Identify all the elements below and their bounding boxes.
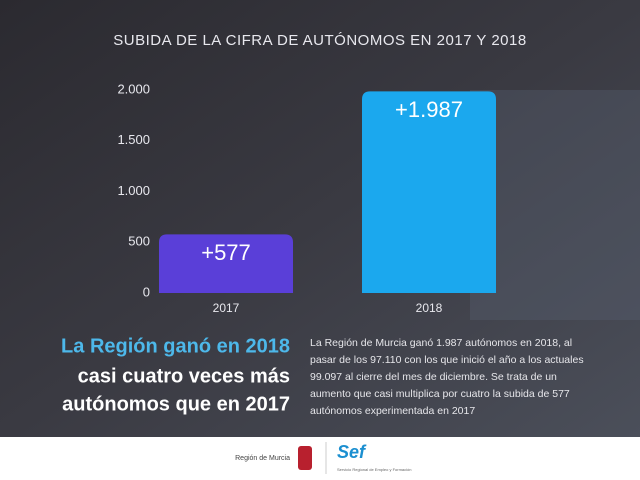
- headline: autónomos que en 2017: [62, 393, 290, 415]
- y-tick-label: 2.000: [117, 81, 150, 96]
- bar: [159, 234, 293, 293]
- y-tick-label: 1.000: [117, 183, 150, 198]
- headline: La Región ganó en 2018: [61, 335, 290, 357]
- y-tick-label: 0: [143, 284, 150, 299]
- bar: [362, 91, 496, 293]
- body-text: autónomos experimentada en 2017: [310, 405, 475, 417]
- body-text: pasar de los 97.110 con los que inició e…: [310, 354, 584, 366]
- sef-logo: Sef: [337, 442, 367, 462]
- x-tick-label: 2017: [213, 301, 240, 315]
- footer-band: [0, 437, 640, 480]
- region-logo-text: Región de Murcia: [235, 455, 290, 462]
- value-label: +577: [201, 240, 251, 265]
- chart-title: SUBIDA DE LA CIFRA DE AUTÓNOMOS EN 2017 …: [113, 32, 526, 49]
- y-tick-label: 1.500: [117, 132, 150, 147]
- value-label: +1.987: [395, 97, 463, 122]
- y-tick-label: 500: [128, 234, 150, 249]
- laptop-backdrop: [470, 90, 640, 320]
- body-text: 99.097 al cierre del mes de diciembre. S…: [310, 371, 557, 383]
- sef-subtitle: Servicio Regional de Empleo y Formación: [337, 467, 411, 472]
- body-text: La Región de Murcia ganó 1.987 autónomos…: [310, 337, 572, 349]
- body-text: aumento que casi multiplica por cuatro l…: [310, 388, 570, 400]
- x-tick-label: 2018: [416, 301, 443, 315]
- headline: casi cuatro veces más: [78, 365, 290, 387]
- background: [0, 0, 640, 437]
- region-crest: [298, 446, 312, 470]
